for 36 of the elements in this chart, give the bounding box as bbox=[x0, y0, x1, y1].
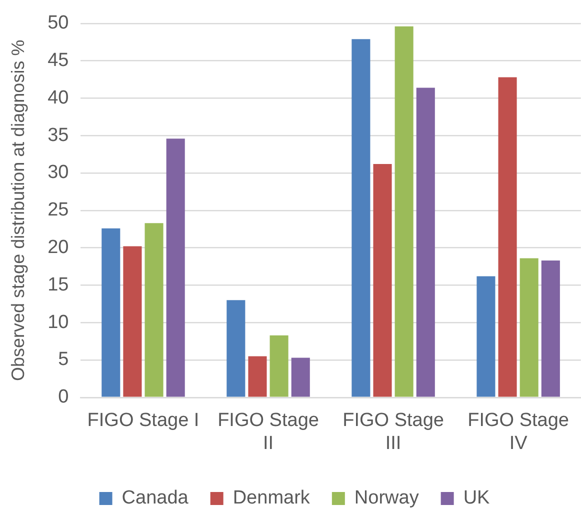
x-tick-label: FIGO Stage IV bbox=[468, 410, 569, 454]
bar bbox=[416, 88, 435, 397]
bar bbox=[476, 276, 496, 397]
y-tick-label: 0 bbox=[58, 386, 69, 408]
bar bbox=[373, 164, 392, 397]
bar bbox=[102, 228, 120, 397]
y-tick-label: 25 bbox=[48, 200, 69, 221]
y-tick-label: 15 bbox=[48, 274, 69, 296]
y-tick-label: 45 bbox=[48, 50, 69, 72]
bar bbox=[291, 358, 310, 397]
x-tick-label: FIGO Stage III bbox=[342, 410, 444, 454]
bar bbox=[144, 223, 164, 397]
bar bbox=[394, 26, 414, 397]
y-tick-label: 10 bbox=[48, 312, 69, 333]
bar bbox=[248, 356, 267, 397]
y-tick-label: 40 bbox=[48, 87, 69, 108]
bar bbox=[123, 246, 142, 397]
x-tick-label: FIGO Stage II bbox=[218, 410, 319, 454]
bar bbox=[226, 300, 246, 397]
bar bbox=[541, 260, 560, 397]
legend-label: Denmark bbox=[232, 488, 310, 509]
bar bbox=[270, 335, 288, 397]
bar bbox=[520, 258, 538, 397]
legend-label: UK bbox=[463, 488, 490, 509]
x-tick-label: FIGO Stage I bbox=[87, 410, 200, 432]
bar bbox=[352, 39, 370, 397]
y-tick-label: 35 bbox=[48, 124, 69, 146]
legend-label: Norway bbox=[354, 488, 420, 509]
y-tick-label: 20 bbox=[48, 237, 69, 258]
legend-label: Canada bbox=[122, 488, 189, 509]
y-tick-label: 5 bbox=[58, 349, 69, 370]
bar bbox=[166, 138, 185, 397]
y-tick-label: 30 bbox=[48, 162, 69, 184]
y-axis-title: Observed stage distribution at diagnosis % bbox=[8, 40, 28, 381]
bar bbox=[498, 77, 517, 397]
y-tick-label: 50 bbox=[48, 12, 69, 34]
